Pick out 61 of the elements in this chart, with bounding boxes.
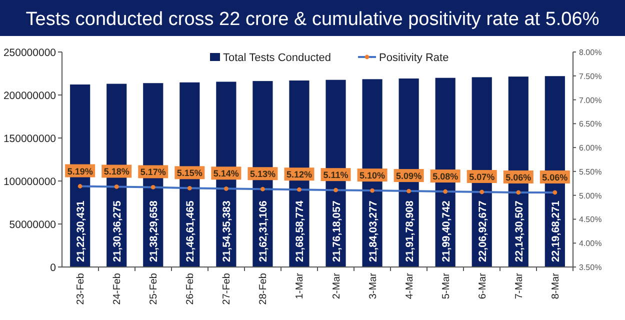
x-tick-label: 25-Feb	[148, 272, 160, 305]
y2-tick-label: 8.00%	[579, 48, 602, 57]
data-label: 21,46,61,465	[184, 200, 197, 262]
data-label: 5.14%	[213, 168, 239, 179]
data-label: 5.15%	[176, 168, 202, 178]
data-label: 5.18%	[104, 166, 130, 177]
data-label: 21,91,78,908	[404, 200, 416, 262]
legend-label: Positivity Rate	[379, 52, 449, 64]
x-tick-label: 8-Mar	[550, 272, 562, 300]
data-label: 5.13%	[250, 169, 276, 180]
x-tick-label: 4-Mar	[404, 272, 416, 300]
x-tick-label: 6-Mar	[477, 272, 488, 300]
x-tick-label: 5-Mar	[440, 272, 452, 300]
data-label: 5.19%	[67, 166, 93, 176]
data-label: 21,84,03,277	[367, 200, 380, 262]
x-tick-label: 7-Mar	[514, 272, 525, 300]
data-label: 21,68,58,774	[294, 200, 306, 262]
data-label: 5.06%	[506, 172, 532, 182]
y2-tick-label: 5.00%	[579, 191, 602, 200]
y2-tick-label: 7.00%	[579, 96, 602, 105]
data-label: 21,76,18,057	[330, 200, 343, 262]
x-tick-label: 2-Mar	[331, 272, 342, 300]
data-label: 22,19,68,271	[550, 200, 562, 262]
data-label: 5.10%	[360, 170, 386, 181]
x-tick-label: 27-Feb	[222, 272, 233, 305]
data-label: 22,06,92,677	[476, 200, 489, 262]
data-label: 5.06%	[542, 172, 568, 182]
x-tick-label: 24-Feb	[112, 272, 124, 305]
y2-tick-label: 7.50%	[579, 72, 602, 81]
y2-tick-label: 4.00%	[579, 239, 602, 248]
x-tick-label: 23-Feb	[76, 272, 87, 305]
y2-tick-label: 3.50%	[579, 263, 602, 272]
x-tick-label: 26-Feb	[185, 272, 196, 305]
data-label: 21,22,30,431	[75, 200, 88, 262]
data-label: 21,38,29,658	[148, 200, 160, 262]
x-tick-label: 3-Mar	[368, 272, 379, 300]
y2-tick-label: 6.50%	[579, 120, 602, 129]
data-label: 21,54,35,383	[221, 200, 234, 262]
data-label: 5.07%	[469, 172, 495, 182]
y-tick-label: 200000000	[3, 90, 56, 102]
data-label: 21,62,31,106	[258, 200, 270, 262]
y-tick-label: 0	[50, 262, 56, 274]
y2-tick-label: 4.50%	[579, 215, 602, 224]
chart-title: Tests conducted cross 22 crore & cumulative positivity rate at 5.06%	[26, 9, 600, 30]
x-tick-label: 1-Mar	[294, 272, 306, 300]
y2-tick-label: 6.00%	[579, 144, 602, 153]
x-tick-label: 28-Feb	[258, 272, 270, 305]
data-label: 5.08%	[432, 172, 458, 182]
y-tick-label: 150000000	[3, 133, 56, 145]
data-label: 5.12%	[286, 170, 312, 180]
y2-tick-label: 5.50%	[579, 167, 602, 176]
data-label: 21,30,36,275	[112, 200, 124, 262]
data-label: 5.11%	[323, 170, 348, 180]
data-label: 5.17%	[140, 167, 166, 178]
legend-label: Total Tests Conducted	[223, 52, 332, 64]
y-tick-label: 100000000	[3, 176, 56, 188]
y-tick-label: 250000000	[3, 47, 56, 59]
data-label: 22,14,30,507	[513, 200, 526, 262]
data-label: 21,99,40,742	[440, 200, 452, 262]
data-label: 5.09%	[396, 171, 422, 182]
y-tick-label: 50000000	[9, 219, 56, 231]
